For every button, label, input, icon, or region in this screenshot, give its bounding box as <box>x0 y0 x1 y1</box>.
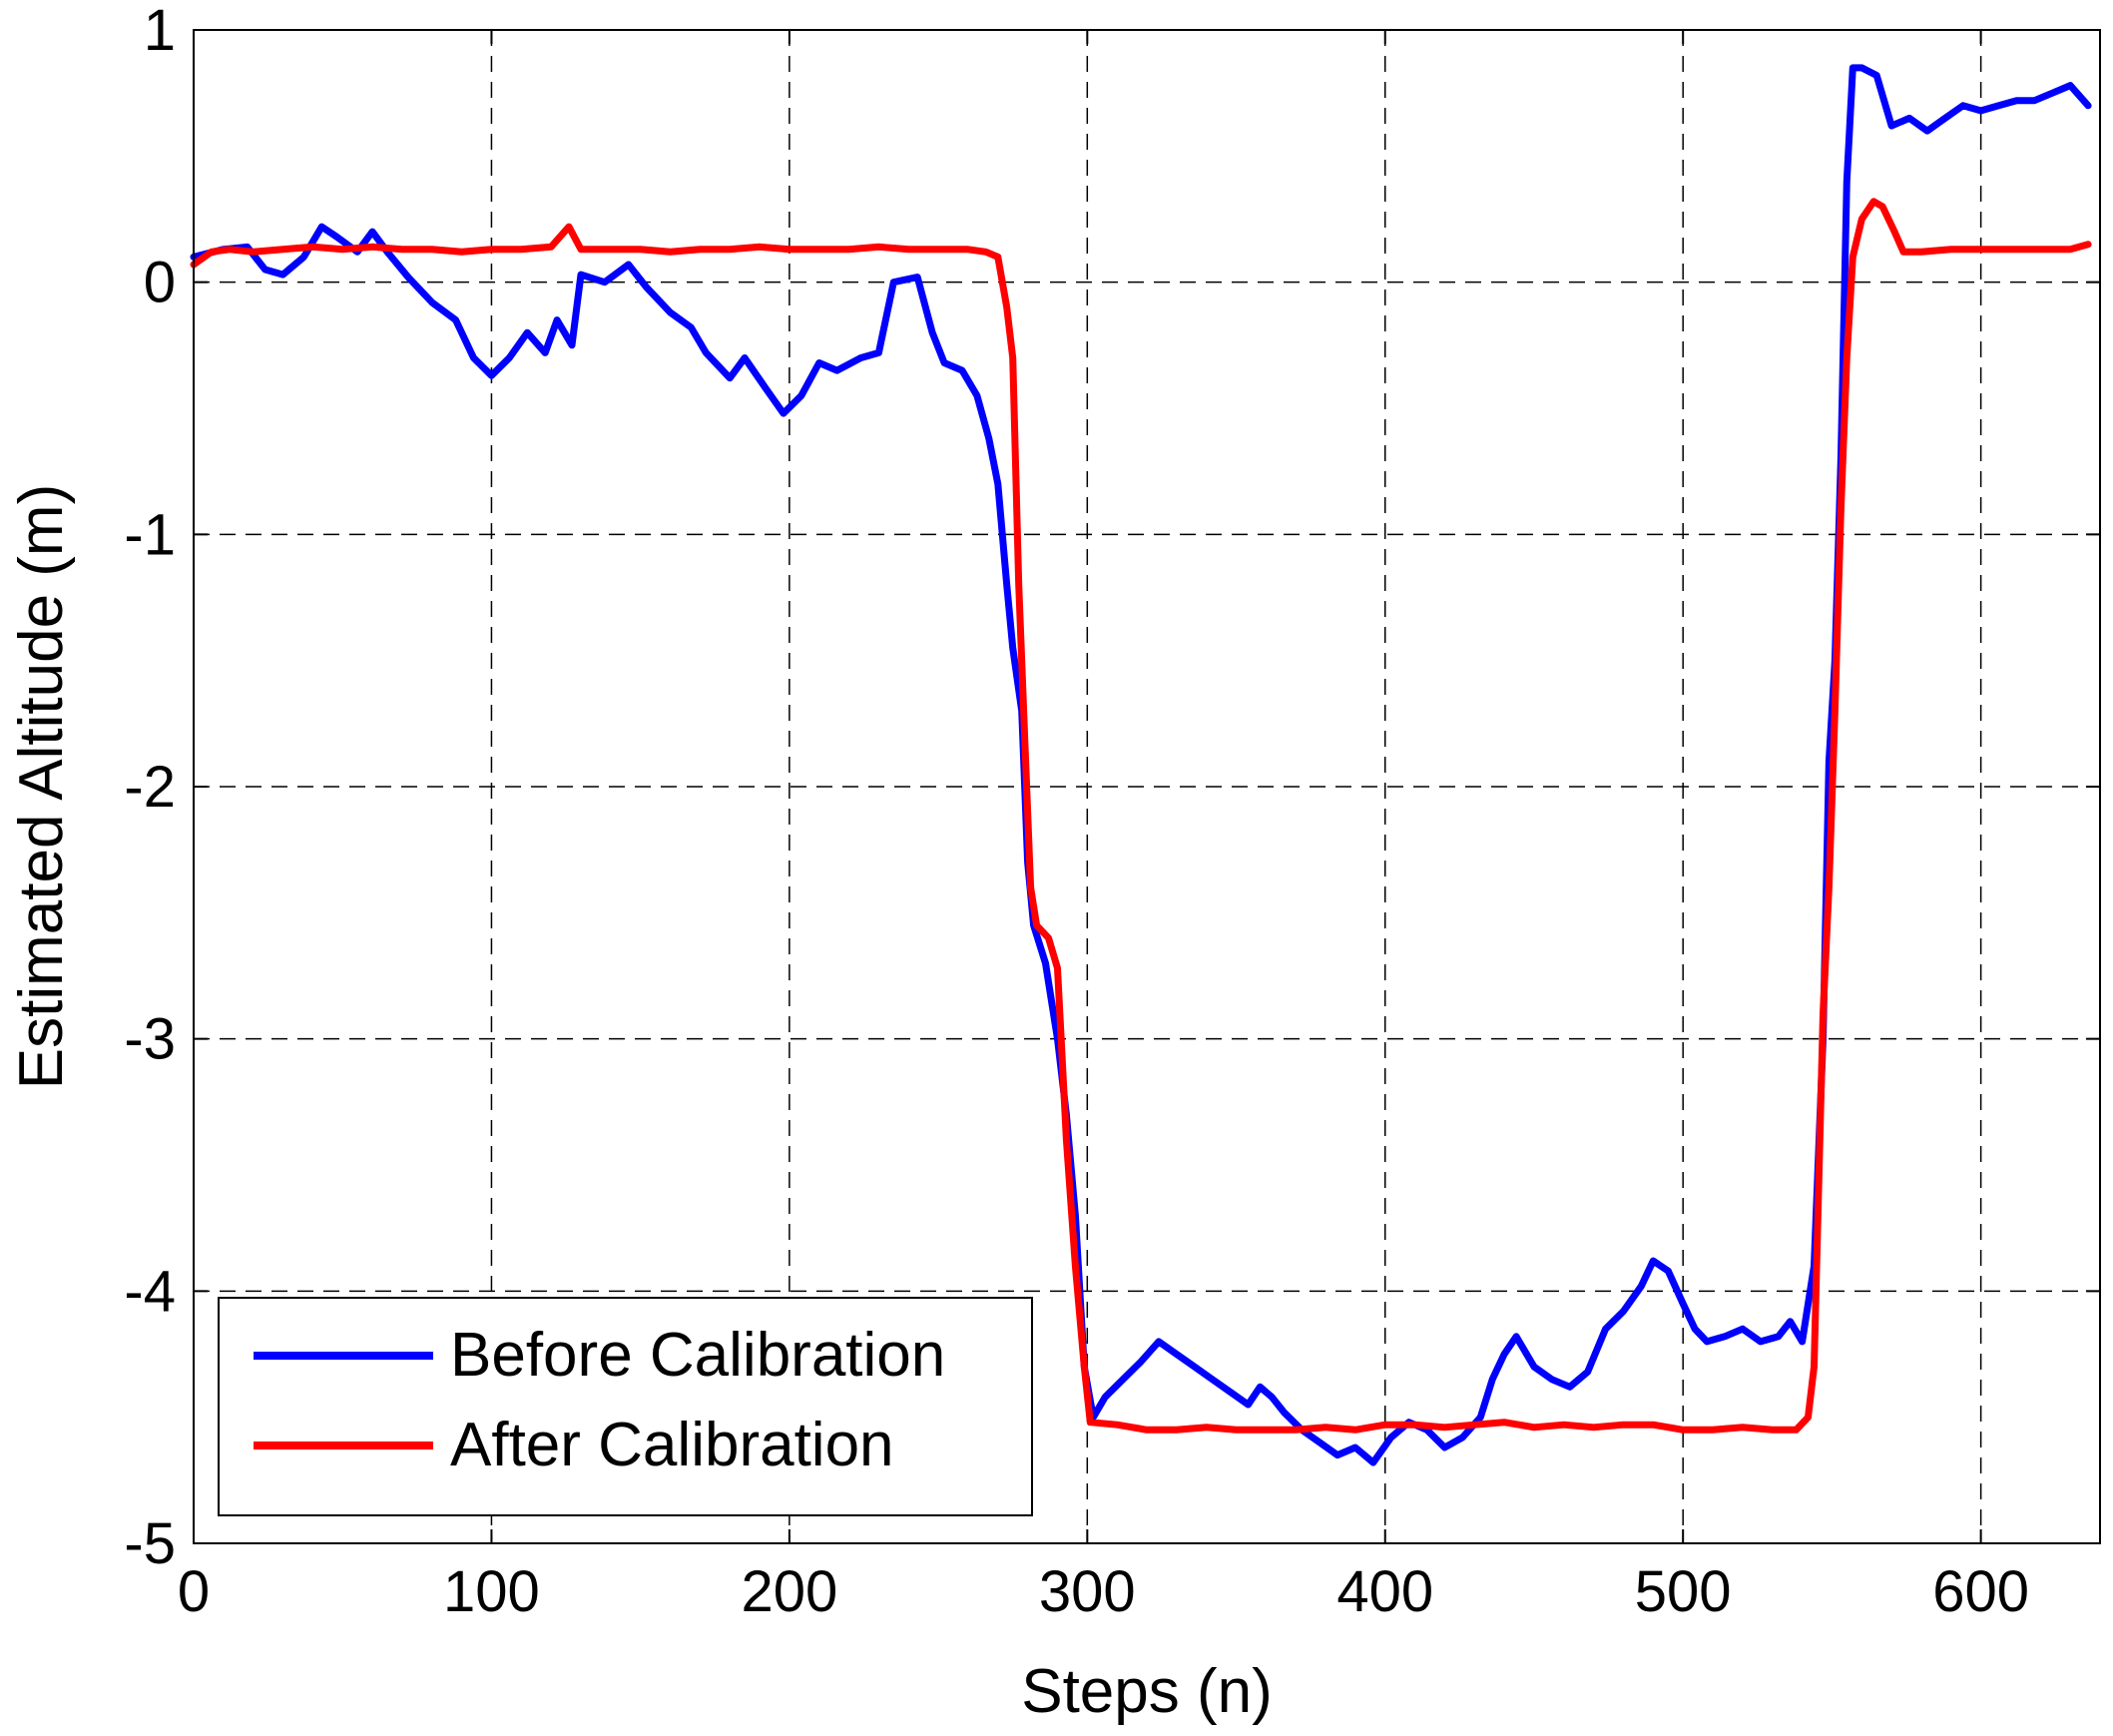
y-tick-label--5: -5 <box>124 1511 176 1576</box>
y-tick-label-1: 1 <box>144 0 176 63</box>
x-tick-label-400: 400 <box>1336 1559 1433 1624</box>
legend-label-after-calibration: After Calibration <box>450 1411 894 1479</box>
x-tick-label-200: 200 <box>741 1559 837 1624</box>
x-tick-label-600: 600 <box>1932 1559 2029 1624</box>
x-axis-label: Steps (n) <box>1021 1657 1273 1726</box>
y-tick-label--4: -4 <box>124 1259 176 1324</box>
legend-label-before-calibration: Before Calibration <box>450 1321 945 1390</box>
y-tick-label--1: -1 <box>124 502 176 567</box>
y-tick-label--2: -2 <box>124 755 176 820</box>
legend-box <box>218 1297 1033 1516</box>
y-tick-label-0: 0 <box>144 251 176 315</box>
x-tick-label-100: 100 <box>443 1559 540 1624</box>
y-axis-label: Estimated Altitude (m) <box>7 484 76 1089</box>
series-lines <box>190 64 2092 1466</box>
y-tick-label--3: -3 <box>124 1007 176 1072</box>
x-tick-label-500: 500 <box>1635 1559 1732 1624</box>
y-tick-labels: -5 -4 -3 -2 -1 0 1 <box>124 0 176 1576</box>
legend: Before Calibration After Calibration <box>218 1297 1033 1516</box>
x-tick-labels: 0 100 200 300 400 500 600 <box>178 1559 2029 1624</box>
grid-lines <box>194 30 2100 1543</box>
axis-ticks <box>193 29 2100 1544</box>
x-tick-label-0: 0 <box>178 1559 210 1624</box>
x-tick-label-300: 300 <box>1039 1559 1136 1624</box>
series-line-after-calibration <box>190 198 2092 1434</box>
